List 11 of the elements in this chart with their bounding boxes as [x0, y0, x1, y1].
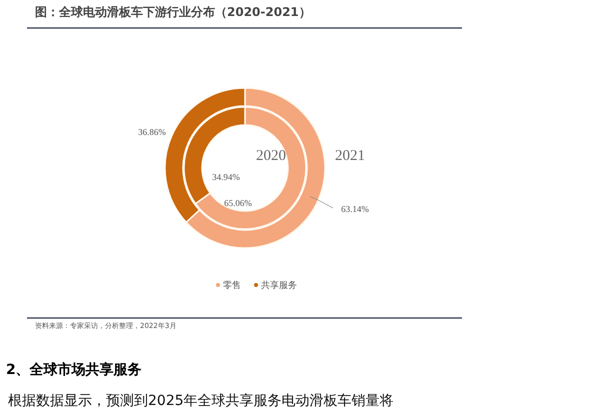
slice-label: 2020 [256, 148, 286, 164]
slice-label: 2021 [335, 148, 365, 164]
data-label: 65.06% [224, 198, 252, 208]
data-label: 63.14% [341, 204, 370, 214]
text: 2、全球市场共享服务 [6, 361, 142, 378]
legend-label: 零售 [223, 280, 241, 291]
text: 根据数据显示，预测到2025年全球共享服务电动滑板车销量将 [8, 393, 394, 409]
chart-title: 图：全球电动滑板车下游行业分布（2020-2021） [35, 5, 311, 19]
legend-label: 共享服务 [261, 280, 297, 291]
data-label: 34.94% [212, 172, 240, 182]
data-label: 36.86% [138, 127, 166, 137]
